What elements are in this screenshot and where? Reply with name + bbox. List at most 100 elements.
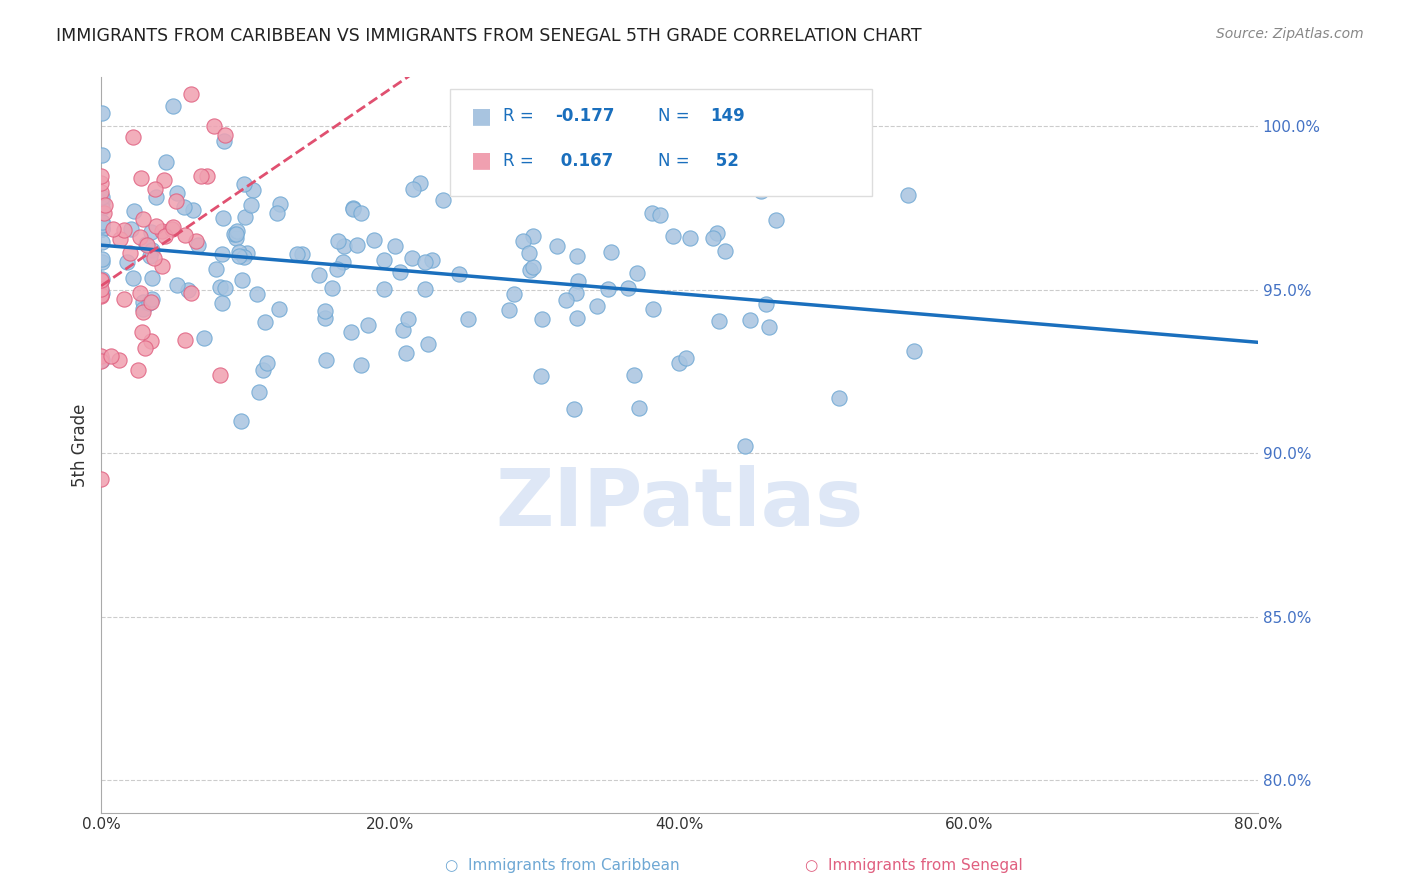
Text: ○  Immigrants from Senegal: ○ Immigrants from Senegal [806,858,1022,872]
Point [233,177,256,191]
Point [129,229,152,244]
Point [828,391,851,405]
Point [90,169,112,184]
Point [91,215,114,229]
Point [141,243,163,257]
Point [416,337,439,351]
Point [225,224,247,238]
Text: IMMIGRANTS FROM CARIBBEAN VS IMMIGRANTS FROM SENEGAL 5TH GRADE CORRELATION CHART: IMMIGRANTS FROM CARIBBEAN VS IMMIGRANTS … [56,27,922,45]
Point [110,232,132,246]
Point [187,238,209,252]
Point [91,352,114,367]
Point [100,349,122,363]
Point [266,206,288,220]
Point [402,182,425,196]
Point [90,349,112,363]
Point [155,229,177,244]
Point [530,312,553,326]
Point [702,231,724,245]
Point [350,206,373,220]
Point [202,120,225,134]
Point [342,201,364,215]
Point [496,177,519,191]
Point [242,184,264,198]
Point [122,130,145,145]
Point [177,284,200,298]
Point [132,294,155,309]
Text: ○  Immigrants from Caribbean: ○ Immigrants from Caribbean [446,858,679,872]
Point [174,333,197,347]
Point [90,353,112,368]
Point [432,194,454,208]
Point [138,249,160,263]
Point [120,245,142,260]
Point [503,286,526,301]
Point [211,211,233,226]
Point [765,212,787,227]
Point [498,303,520,318]
Point [94,197,117,211]
Point [643,302,665,317]
Point [340,326,363,340]
Point [160,221,183,235]
Point [232,250,254,264]
Point [457,312,479,326]
Text: ZIPatlas: ZIPatlas [495,465,863,543]
Point [107,352,129,367]
Point [333,239,356,253]
Point [139,334,162,348]
Point [190,169,212,183]
Point [91,252,114,267]
Point [342,202,364,216]
Point [91,218,114,232]
Point [91,148,114,162]
Point [321,281,343,295]
Point [127,363,149,377]
Point [600,244,623,259]
Point [640,206,662,220]
Point [225,231,247,245]
Point [165,194,187,208]
Point [228,249,250,263]
Point [122,204,145,219]
Point [208,368,231,382]
Point [214,281,236,295]
Point [131,325,153,339]
Point [91,222,114,236]
Point [139,295,162,310]
Point [115,255,138,269]
Point [315,353,337,368]
Point [184,234,207,248]
Point [332,254,354,268]
Point [562,402,585,417]
Point [155,154,177,169]
Point [626,266,648,280]
Point [91,106,114,120]
Point [291,247,314,261]
Point [174,227,197,242]
Point [211,247,233,261]
Text: N =: N = [658,107,695,125]
Point [565,286,588,301]
Point [91,235,114,249]
Point [162,98,184,112]
Point [512,234,534,248]
Point [357,318,380,333]
Point [91,255,114,269]
Point [139,225,162,239]
Point [91,194,114,209]
Point [314,303,336,318]
Point [897,187,920,202]
Point [734,439,756,453]
Point [413,254,436,268]
Point [91,215,114,229]
Point [231,272,253,286]
Point [396,312,419,326]
Point [346,238,368,252]
Point [628,401,651,416]
Point [225,227,247,242]
Point [236,245,259,260]
Point [91,201,114,215]
Point [166,186,188,200]
Point [623,368,645,382]
